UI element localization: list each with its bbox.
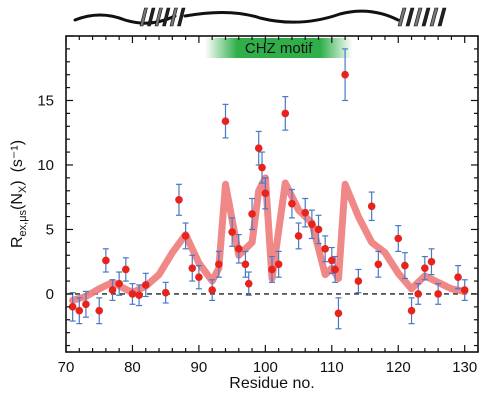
data-point bbox=[354, 277, 363, 285]
data-point bbox=[234, 245, 243, 253]
data-point bbox=[248, 210, 256, 218]
data-point bbox=[108, 286, 117, 294]
helix-right-turn bbox=[413, 7, 423, 27]
data-point bbox=[331, 265, 339, 274]
helix-right-turn bbox=[437, 7, 447, 27]
data-point bbox=[141, 281, 150, 289]
data-point bbox=[301, 208, 310, 217]
x-tick-label: 130 bbox=[452, 359, 477, 376]
data-point bbox=[321, 245, 329, 253]
data-point bbox=[328, 256, 336, 265]
data-point bbox=[394, 234, 403, 243]
fit-line bbox=[69, 174, 469, 304]
data-point bbox=[407, 306, 416, 315]
data-point bbox=[175, 196, 183, 204]
data-point bbox=[181, 232, 190, 240]
y-axis-title-paren-open: (N bbox=[9, 193, 26, 210]
coil-middle bbox=[183, 9, 400, 24]
data-point bbox=[135, 291, 143, 300]
data-point bbox=[294, 232, 303, 240]
y-tick-label: 0 bbox=[46, 286, 54, 303]
data-point bbox=[421, 264, 429, 272]
data-point bbox=[68, 303, 77, 311]
data-point bbox=[274, 260, 283, 269]
data-point bbox=[334, 309, 343, 318]
y-axis-title-paren-close: ) bbox=[9, 180, 26, 185]
helix-right-turn bbox=[397, 7, 407, 27]
data-point bbox=[244, 279, 253, 288]
y-axis: 0 5 10 15 bbox=[37, 35, 478, 347]
chz-motif-gradient bbox=[204, 38, 353, 58]
y-axis-title: Rex,μs(NX) (s⁻¹) bbox=[9, 140, 29, 248]
coil-left bbox=[73, 13, 177, 25]
y-tick-label: 10 bbox=[37, 157, 54, 174]
data-point bbox=[75, 306, 84, 315]
data-point bbox=[241, 260, 250, 269]
data-point bbox=[215, 260, 223, 269]
data-point bbox=[95, 306, 104, 315]
plot-frame bbox=[65, 35, 479, 353]
helix-left-turn bbox=[147, 7, 156, 27]
data-point bbox=[128, 290, 137, 298]
data-point bbox=[122, 265, 130, 274]
y-axis-title-sub: ex,μs bbox=[17, 209, 29, 236]
x-tick-label: 100 bbox=[253, 359, 278, 376]
data-point bbox=[374, 260, 383, 269]
chz-motif-label: CHZ motif bbox=[245, 40, 313, 57]
data-points bbox=[68, 70, 469, 318]
data-point bbox=[341, 70, 349, 79]
data-point bbox=[460, 286, 469, 294]
helix-left-turn bbox=[169, 7, 178, 27]
data-point bbox=[414, 290, 422, 298]
data-point bbox=[208, 286, 216, 294]
x-tick-label: 90 bbox=[191, 359, 208, 376]
x-axis-title: Residue no. bbox=[229, 375, 314, 392]
helix-left-turn bbox=[162, 7, 171, 27]
data-point bbox=[188, 264, 197, 272]
data-point bbox=[161, 288, 170, 297]
helix-left-turn bbox=[177, 7, 186, 27]
y-tick-label: 5 bbox=[46, 221, 54, 238]
chz-motif-bar: CHZ motif bbox=[204, 38, 353, 58]
helix-right-turn bbox=[429, 7, 439, 27]
data-point bbox=[115, 279, 123, 288]
y-axis-title-paren-sub: X bbox=[17, 185, 29, 193]
helix-right-turn bbox=[405, 7, 415, 27]
y-axis-title-units: (s⁻¹) bbox=[9, 140, 26, 172]
data-point bbox=[454, 273, 462, 281]
data-point bbox=[228, 228, 236, 236]
data-point bbox=[367, 202, 376, 211]
data-point bbox=[401, 261, 409, 270]
data-point bbox=[254, 144, 263, 153]
fit-line-group bbox=[69, 174, 469, 304]
x-tick-label: 80 bbox=[124, 359, 141, 376]
data-point bbox=[434, 290, 442, 298]
helix-right-turn bbox=[421, 7, 431, 27]
x-tick-label: 110 bbox=[320, 359, 344, 376]
data-point bbox=[314, 225, 323, 234]
helix-left-turn bbox=[154, 7, 163, 27]
data-point bbox=[308, 220, 316, 229]
data-point bbox=[258, 163, 266, 172]
y-tick-label: 15 bbox=[37, 92, 54, 109]
x-tick-label: 120 bbox=[386, 359, 411, 376]
data-point bbox=[427, 257, 436, 266]
data-point bbox=[261, 189, 270, 198]
x-tick-label: 70 bbox=[58, 359, 75, 376]
data-point bbox=[102, 256, 110, 265]
data-point bbox=[221, 117, 230, 125]
data-point bbox=[195, 273, 203, 281]
data-point bbox=[281, 109, 290, 118]
plot-area: CHZ motif bbox=[65, 35, 479, 353]
helix-left-turn bbox=[139, 7, 148, 27]
data-point bbox=[82, 300, 90, 309]
x-axis: 70 80 90 100 110 120 130 bbox=[58, 36, 479, 376]
data-point bbox=[268, 265, 276, 274]
secondary-structure-track bbox=[73, 7, 447, 27]
data-point bbox=[288, 199, 296, 208]
y-axis-title-main: R bbox=[9, 236, 26, 248]
